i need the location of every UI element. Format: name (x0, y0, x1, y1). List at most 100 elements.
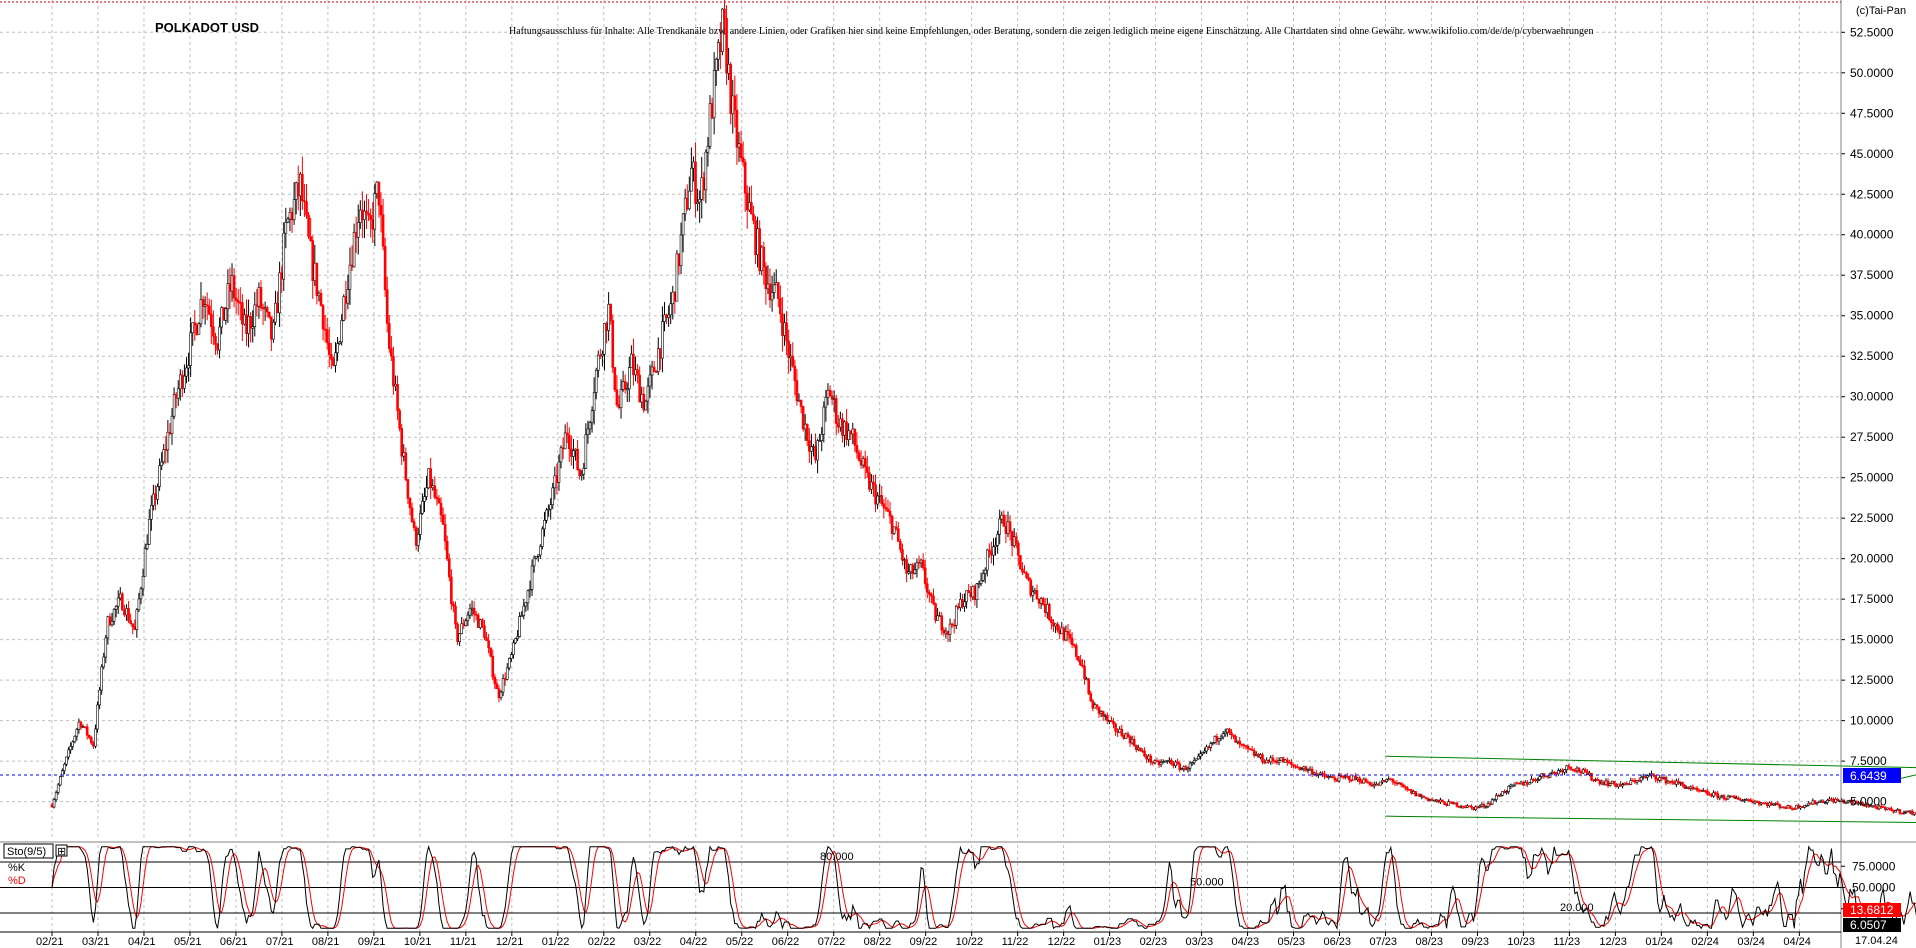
candle-body (1387, 778, 1391, 781)
time-tick-label: 10/23 (1507, 936, 1535, 948)
candle-body (1621, 784, 1624, 787)
candle-body (1666, 780, 1670, 784)
candle-body (1660, 777, 1664, 779)
candle-body (1399, 782, 1403, 785)
candle-body (1635, 780, 1639, 783)
candle-body (1240, 743, 1244, 746)
candle-body (1730, 795, 1734, 798)
candle-body (781, 313, 784, 336)
candle-body (1356, 777, 1359, 780)
candle-body (578, 469, 581, 476)
candle-body (1360, 781, 1364, 784)
candle-body (1089, 693, 1093, 702)
candle-body (665, 314, 668, 318)
candle-body (1836, 798, 1840, 802)
candle-body (983, 569, 987, 574)
candle-body (1343, 775, 1347, 778)
candle-body (228, 283, 232, 292)
candle-body (367, 212, 370, 216)
candle-body (905, 559, 908, 574)
candle-body (433, 485, 437, 498)
candle-body (1267, 759, 1270, 763)
candle-body (675, 253, 679, 302)
candle-body (493, 676, 497, 685)
expand-icon[interactable] (55, 844, 68, 857)
candle-body (1381, 780, 1384, 783)
time-tick-label: 04/22 (680, 936, 708, 948)
candle-body (348, 264, 352, 290)
candle-body (1124, 733, 1128, 739)
candle-body (588, 422, 592, 430)
candle-body (282, 232, 286, 280)
candle-body (702, 177, 706, 191)
candle-body (1304, 766, 1308, 771)
candle-body (760, 246, 764, 272)
candle-body (1559, 769, 1562, 772)
candle-body (129, 620, 132, 624)
candle-body (79, 721, 83, 728)
candle-body (1188, 762, 1192, 769)
candle-body (826, 389, 830, 398)
candle-body (1441, 799, 1444, 803)
candle-body (1573, 769, 1577, 772)
candle-body (1855, 800, 1858, 804)
candle-body (607, 304, 610, 331)
candle-body (1881, 806, 1885, 809)
candle-body (1430, 799, 1434, 801)
candle-body (1451, 801, 1455, 805)
candle-body (737, 143, 741, 148)
candle-body (1004, 525, 1008, 534)
candle-body (176, 388, 180, 399)
candle-body (102, 656, 106, 668)
candle-body (1797, 804, 1800, 809)
candle-body (532, 557, 536, 567)
candle-body (603, 323, 606, 355)
candle-body (930, 594, 933, 597)
price-tick-label: 17.5000 (1850, 592, 1894, 606)
candle-body (1085, 678, 1088, 681)
candle-body (174, 394, 178, 399)
candle-body (1292, 764, 1295, 767)
candle-body (594, 370, 598, 393)
candle-body (1832, 799, 1835, 803)
candle-body (1401, 784, 1405, 788)
candle-body (195, 324, 199, 335)
price-tick-label: 15.0000 (1850, 633, 1894, 647)
candle-body (1019, 555, 1022, 570)
candle-body (226, 283, 230, 310)
time-tick-label: 07/21 (266, 936, 294, 948)
candle-body (1226, 728, 1229, 733)
candle-body (812, 446, 815, 448)
candle-body (224, 308, 228, 321)
candle-body (1132, 738, 1136, 746)
candle-body (423, 496, 426, 502)
candle-body (758, 228, 761, 272)
candle-body (458, 633, 461, 642)
candle-body (255, 304, 259, 307)
candle-body (476, 614, 480, 628)
candle-body (1826, 800, 1829, 803)
candle-body (1670, 780, 1674, 783)
candle-body (1679, 782, 1682, 784)
candle-body (1583, 769, 1587, 772)
candle-body (1130, 738, 1134, 744)
candle-body (236, 300, 240, 303)
candle-body (479, 619, 482, 628)
candle-body (646, 385, 650, 402)
candle-body (1288, 762, 1291, 764)
candle-body (619, 389, 623, 408)
candle-body (1643, 776, 1647, 778)
candle-body (1741, 799, 1744, 802)
candle-body (1207, 746, 1210, 749)
candle-body (1426, 797, 1430, 801)
candle-body (1830, 798, 1833, 801)
stochastic-d-value: 6.0507 (1850, 918, 1887, 932)
candle-body (257, 287, 261, 307)
candle-body (1685, 787, 1688, 789)
candle-body (696, 201, 699, 204)
last-price-label: 6.6439 (1850, 769, 1887, 783)
candle-body (1521, 781, 1525, 786)
candle-body (1209, 743, 1213, 748)
candle-body (663, 314, 666, 322)
candle-body (611, 320, 615, 368)
